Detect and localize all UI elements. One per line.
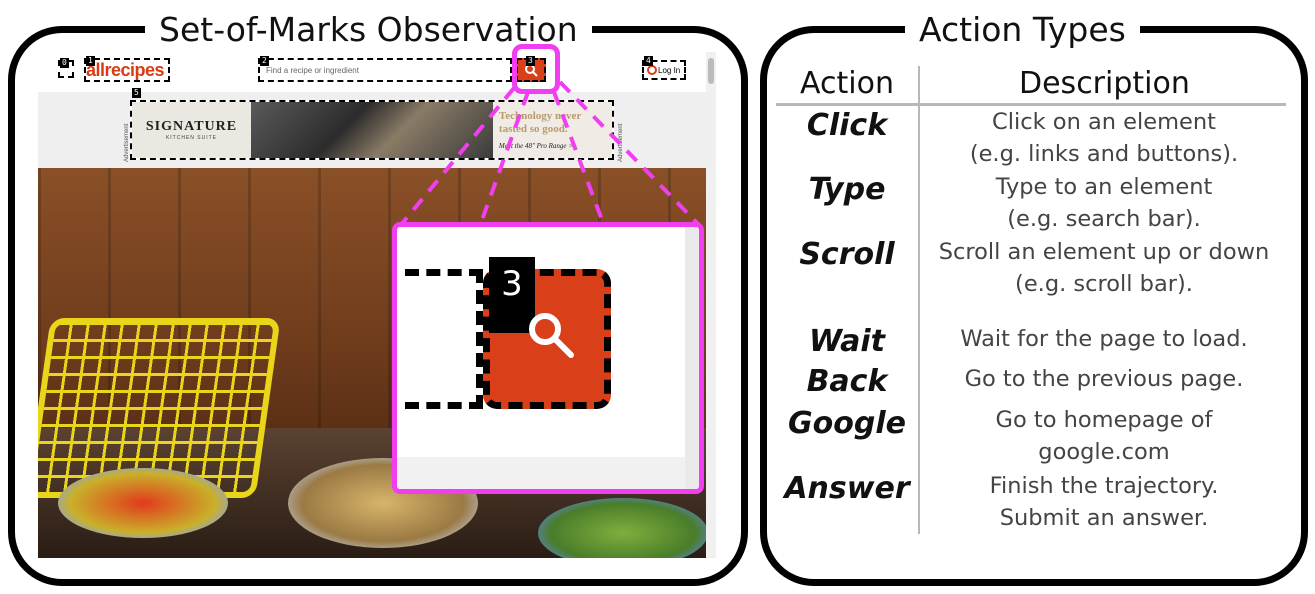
zoom-line-2 (480, 91, 530, 221)
desc-google: Go to homepage of google.com (995, 407, 1213, 465)
action-wait: Wait (809, 324, 885, 359)
zoom-line-3 (552, 91, 604, 221)
mark-label-5: 5 (132, 88, 141, 98)
user-icon (647, 65, 657, 75)
advertisement-banner: Advertisement SIGNATURE KITCHEN SUITE Te… (38, 88, 716, 168)
action-back: Back (806, 364, 888, 399)
hero-dish-peppers (58, 468, 228, 538)
action-types-panel-title: Action Types (905, 10, 1140, 50)
action-type: Type (808, 172, 886, 207)
observation-panel-title: Set-of-Marks Observation (145, 10, 592, 50)
login-label: Log In (658, 66, 681, 75)
login-button[interactable]: Log In (642, 60, 686, 80)
header-divider (776, 103, 1286, 106)
zoom-line-1 (398, 86, 516, 228)
desc-back: Go to the previous page. (964, 366, 1244, 392)
ad-copy: Technology never tasted so good. Meet th… (492, 102, 612, 158)
action-answer: Answer (784, 471, 910, 506)
action-google: Google (788, 406, 906, 441)
ad-brand-block: SIGNATURE KITCHEN SUITE (132, 102, 251, 158)
site-header: 0 allrecipes 1 Find a recipe or ingredie… (38, 52, 716, 92)
zoom-search-icon (529, 313, 574, 358)
ad-tagline: Meet the 48" Pro Range > (498, 142, 573, 150)
ad-link[interactable]: SIGNATURE KITCHEN SUITE Technology never… (130, 100, 614, 160)
desc-type: Type to an element (e.g. search bar). (995, 174, 1213, 232)
mark-label-3: 3 (526, 56, 535, 66)
zoom-inset: 3 (392, 222, 704, 494)
site-logo: allrecipes (86, 60, 165, 80)
zoom-mark-label: 3 (489, 257, 535, 333)
desc-scroll: Scroll an element up or down (e.g. scrol… (938, 239, 1270, 297)
column-divider (918, 66, 920, 534)
ad-brand: SIGNATURE (145, 119, 238, 134)
header-action: Action (800, 66, 894, 101)
zoom-search-input-edge (405, 269, 483, 409)
zoom-line-4 (558, 80, 702, 228)
mark-label-0: 0 (60, 58, 69, 68)
scrollbar-thumb[interactable] (708, 58, 714, 84)
header-description: Description (1019, 66, 1190, 101)
mark-label-2: 2 (260, 56, 269, 66)
hero-dish-greens (538, 498, 708, 558)
site-logo-link[interactable]: allrecipes (84, 58, 170, 82)
search-input[interactable]: Find a recipe or ingredient (258, 58, 512, 82)
desc-click: Click on an element (e.g. links and butt… (969, 109, 1239, 167)
action-scroll: Scroll (799, 237, 895, 272)
ad-brand-sub: KITCHEN SUITE (165, 135, 218, 141)
search-placeholder: Find a recipe or ingredient (266, 66, 359, 75)
desc-answer: Finish the trajectory. Submit an answer. (989, 473, 1219, 531)
ad-photo (250, 102, 493, 158)
action-click: Click (806, 108, 888, 143)
page-scrollbar[interactable] (706, 52, 716, 558)
action-types-table: Action Description Click Click on an ele… (776, 66, 1286, 546)
mark-label-4: 4 (644, 56, 653, 66)
zoom-source-highlight (512, 44, 560, 94)
zoom-bottom-strip (397, 457, 699, 489)
zoom-scrollbar-strip (685, 227, 699, 489)
desc-wait: Wait for the page to load. (960, 326, 1248, 352)
mark-label-1: 1 (86, 56, 95, 66)
